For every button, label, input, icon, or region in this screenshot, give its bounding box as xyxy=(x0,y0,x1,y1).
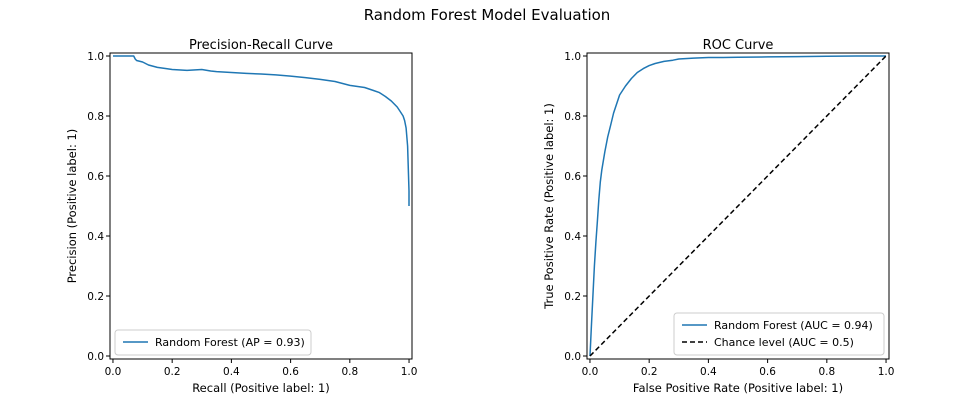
pr-xlabel: Recall (Positive label: 1) xyxy=(192,381,330,395)
roc-legend: Random Forest (AUC = 0.94) Chance level (… xyxy=(673,312,885,356)
roc-series-random-forest-line xyxy=(589,55,886,357)
roc-xtick-label: 0.6 xyxy=(759,366,776,378)
roc-ytick-label: 0.2 xyxy=(564,291,581,303)
roc-ytick-label: 0.6 xyxy=(564,171,581,183)
roc-series-chance-line xyxy=(589,55,887,357)
roc-xtick-label: 1.0 xyxy=(878,366,895,378)
pr-ytick-label: 1.0 xyxy=(87,51,104,63)
roc-legend-label: Random Forest (AUC = 0.94) xyxy=(714,319,873,332)
pr-xtick-label: 0.2 xyxy=(164,366,181,378)
pr-legend: Random Forest (AP = 0.93) xyxy=(114,329,312,356)
pr-title: Precision-Recall Curve xyxy=(189,38,333,53)
figure-title: Random Forest Model Evaluation xyxy=(364,6,611,24)
pr-ytick-label: 0.6 xyxy=(87,171,104,183)
pr-ytick-label: 0.0 xyxy=(87,351,104,363)
roc-axes-frame xyxy=(586,52,890,360)
roc-xlabel: False Positive Rate (Positive label: 1) xyxy=(633,381,843,395)
roc-ytick-label: 0.0 xyxy=(564,351,581,363)
pr-legend-label: Random Forest (AP = 0.93) xyxy=(155,336,305,349)
pr-axes-frame xyxy=(109,52,413,360)
pr-ytick-label: 0.4 xyxy=(87,231,104,243)
pr-ytick-label: 0.2 xyxy=(87,291,104,303)
roc-xtick-label: 0.0 xyxy=(582,366,599,378)
pr-xtick-label: 0.0 xyxy=(105,366,122,378)
pr-series-random-forest-line xyxy=(113,55,410,206)
roc-xtick-label: 0.8 xyxy=(818,366,835,378)
pr-ytick-label: 0.8 xyxy=(87,111,104,123)
pr-xtick-label: 0.4 xyxy=(223,366,240,378)
roc-xtick-label: 0.4 xyxy=(700,366,717,378)
roc-ytick-label: 0.4 xyxy=(564,231,581,243)
roc-xtick-label: 0.2 xyxy=(641,366,658,378)
roc-ytick-label: 0.8 xyxy=(564,111,581,123)
precision-recall-panel: Precision-Recall Curve 0.0 0.2 0.4 0.6 0.8 1.0… xyxy=(65,38,417,395)
pr-legend-box xyxy=(114,329,312,356)
pr-xtick-label: 1.0 xyxy=(401,366,418,378)
pr-xtick-label: 0.6 xyxy=(282,366,299,378)
pr-xtick-label: 0.8 xyxy=(341,366,358,378)
roc-panel: ROC Curve 0.0 0.2 0.4 0.6 0.8 1.0 0.0 0.2 0.4 0.6 0… xyxy=(542,38,894,395)
roc-legend-label: Chance level (AUC = 0.5) xyxy=(714,336,854,349)
roc-legend-box xyxy=(673,312,885,356)
roc-ylabel: True Positive Rate (Positive label: 1) xyxy=(542,103,556,310)
roc-ytick-label: 1.0 xyxy=(564,51,581,63)
pr-ylabel: Precision (Positive label: 1) xyxy=(65,129,79,284)
roc-title: ROC Curve xyxy=(703,38,774,53)
